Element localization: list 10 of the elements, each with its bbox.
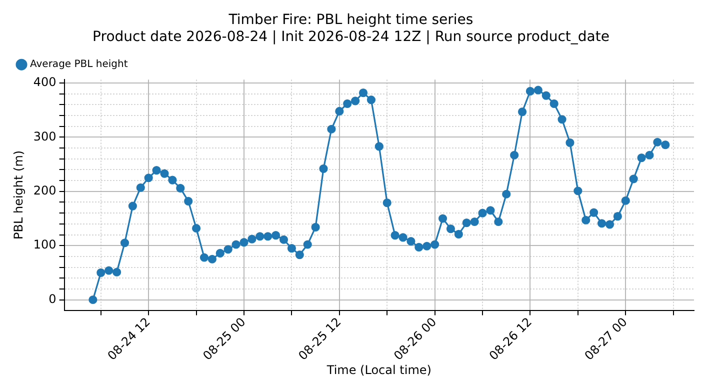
chart-title: Timber Fire: PBL height time series <box>228 12 474 28</box>
y-tick-label: 400 <box>33 75 56 90</box>
y-tick-label: 0 <box>48 292 56 306</box>
y-tick-label: 100 <box>33 238 56 252</box>
x-axis-title: Time (Local time) <box>326 362 432 377</box>
y-tick-label: 200 <box>33 184 56 198</box>
y-tick-label: 300 <box>33 129 56 144</box>
y-axis-title: PBL height (m) <box>11 150 26 240</box>
chart-subtitle: Product date 2026-08-24 | Init 2026-08-24 12Z | Run source product_date <box>92 28 610 45</box>
legend-label: Average PBL height <box>30 59 128 70</box>
